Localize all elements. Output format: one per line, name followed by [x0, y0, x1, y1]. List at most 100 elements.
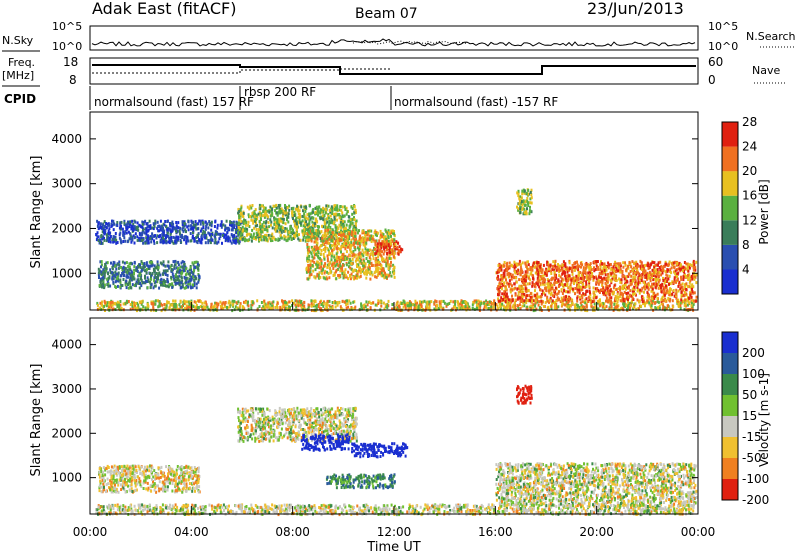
echo-cell [269, 218, 272, 222]
echo-cell [179, 235, 182, 239]
echo-cell [490, 305, 493, 309]
echo-cell [623, 304, 625, 308]
echo-cell [378, 239, 381, 243]
echo-cell [153, 279, 156, 283]
echo-cell [267, 301, 270, 305]
echo-cell [658, 304, 661, 308]
echo-cell [514, 301, 516, 305]
echo-cell [129, 286, 132, 290]
echo-cell [156, 241, 159, 245]
echo-cell [135, 269, 138, 272]
echo-cell [215, 301, 218, 305]
echo-cell [210, 237, 213, 241]
echo-cell [296, 223, 298, 227]
echo-cell [211, 305, 214, 309]
echo-cell [262, 305, 265, 309]
echo-cell [101, 278, 104, 282]
echo-cell [221, 302, 224, 306]
echo-cell [271, 211, 274, 215]
echo-cell [571, 301, 574, 305]
echo-cell [129, 222, 132, 226]
echo-cell [143, 231, 146, 235]
echo-cell [604, 281, 607, 285]
echo-cell [345, 206, 348, 210]
echo-cell [359, 251, 362, 255]
echo-cell [361, 248, 364, 252]
echo-cell [362, 243, 365, 247]
echo-cell [164, 237, 167, 241]
echo-cell [326, 277, 329, 281]
echo-cell [594, 268, 597, 271]
echo-cell [408, 304, 411, 308]
echo-cell [145, 279, 148, 283]
echo-cell [250, 215, 253, 219]
echo-cell [217, 240, 220, 244]
echo-cell [347, 241, 350, 245]
echo-cell [692, 302, 695, 306]
echo-cell [140, 225, 143, 229]
echo-cell [260, 212, 263, 216]
echo-cell [668, 307, 671, 311]
echo-cell [503, 295, 505, 299]
echo-cell [146, 267, 148, 271]
echo-cell [106, 283, 109, 286]
echo-cell [322, 218, 325, 222]
echo-cell [351, 217, 354, 221]
echo-cell [540, 299, 543, 303]
echo-cell [298, 233, 300, 237]
echo-cell [159, 273, 162, 277]
echo-cell [353, 216, 355, 220]
echo-cell [309, 259, 312, 263]
echo-cell [102, 306, 105, 310]
echo-cell [486, 303, 489, 307]
echo-cell [349, 222, 352, 226]
echo-cell [546, 263, 549, 267]
echo-cell [181, 220, 184, 224]
echo-cell [295, 232, 298, 236]
echo-cell [127, 265, 130, 268]
echo-cell [114, 275, 117, 279]
echo-cell [141, 268, 144, 272]
echo-cell [573, 265, 576, 269]
echo-cell [591, 300, 594, 304]
echo-cell [284, 207, 287, 211]
echo-cell [418, 300, 421, 304]
echo-cell [375, 231, 378, 235]
echo-cell [315, 205, 318, 209]
echo-cell [133, 272, 135, 275]
echo-cell [384, 258, 387, 262]
echo-cell [305, 267, 308, 271]
echo-cell [164, 284, 167, 287]
echo-cell [347, 277, 350, 281]
echo-cell [111, 275, 114, 279]
echo-cell [149, 224, 152, 228]
echo-cell [186, 270, 189, 274]
echo-cell [343, 230, 346, 234]
echo-cell [316, 265, 319, 269]
echo-cell [183, 260, 186, 264]
echo-cell [344, 275, 347, 279]
echo-cell [580, 288, 583, 292]
echo-cell [392, 270, 394, 274]
echo-cell [111, 277, 114, 281]
echo-cell [180, 281, 183, 285]
echo-cell [197, 232, 200, 236]
echo-cell [317, 213, 319, 217]
echo-cell [392, 272, 395, 276]
echo-cell [271, 239, 274, 242]
echo-cell [147, 303, 149, 307]
echo-cell [309, 231, 312, 235]
echo-cell [343, 220, 346, 224]
echo-cell [153, 225, 156, 229]
echo-cell [367, 232, 370, 236]
echo-cell [378, 248, 381, 252]
echo-cell [633, 292, 636, 296]
echo-cell [555, 303, 558, 306]
echo-cell [163, 282, 166, 285]
echo-cell [128, 279, 131, 283]
echo-cell [428, 305, 431, 309]
echo-cell [637, 276, 640, 280]
echo-cell [177, 260, 180, 264]
echo-cell [694, 266, 697, 270]
echo-cell [202, 226, 205, 229]
